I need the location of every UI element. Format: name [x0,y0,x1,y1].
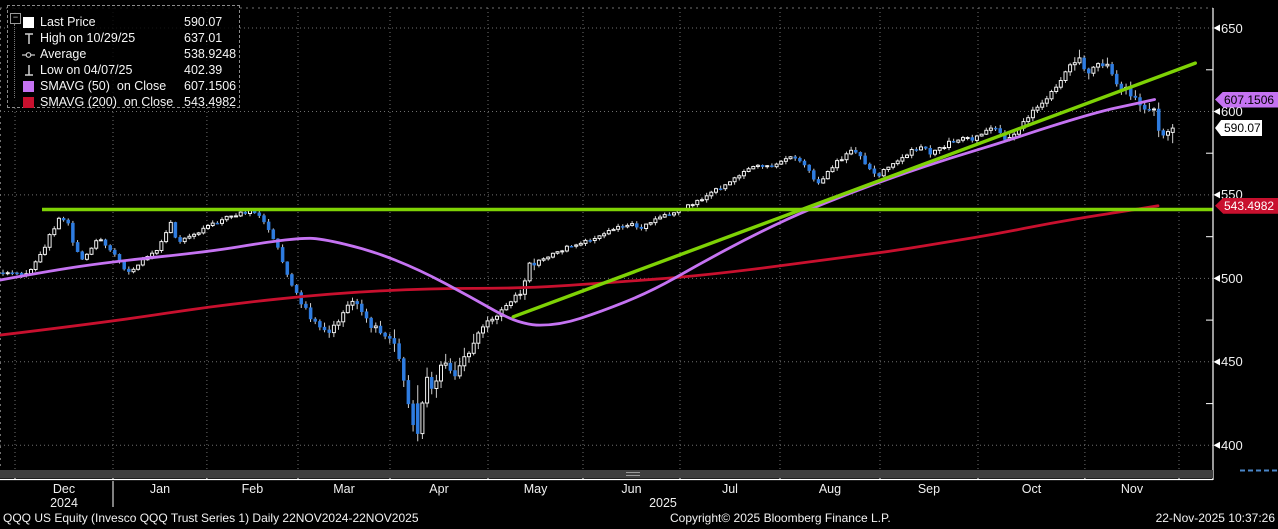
series-color-swatch [23,80,34,92]
month-label-nov: Nov [1120,482,1144,496]
sma-50-line [0,98,1156,327]
security-description: QQQ US Equity (Invesco QQQ Trust Series … [3,511,419,525]
average-marker-icon [22,51,35,58]
price-flag-543.4982: 543.4982 [1215,197,1278,214]
month-label-jul: Jul [721,482,738,496]
high-marker-icon [25,32,33,44]
month-label-mar: Mar [333,482,355,496]
diagonal-trendline [511,61,1198,319]
y-axis-label-650: 650 [1221,20,1243,36]
chart-legend[interactable]: − Last Price 590.07 High on 10/29/25 637.01… [7,5,240,110]
legend-item-value: 590.07 [184,15,223,29]
legend-item-value: 543.4982 [184,95,237,109]
month-label-feb: Feb [241,482,264,496]
legend-item-value: 637.01 [184,31,223,45]
legend-item-label: Average [40,47,87,61]
legend-item-0[interactable]: Last Price 590.07 [22,14,236,30]
legend-item-value: 538.9248 [184,47,237,61]
legend-item-label: Low on 04/07/25 [40,63,133,77]
scrollbar-track [0,470,1213,478]
legend-item-label: SMAVG (50) on Close [40,79,167,93]
candlestick-series [1,49,1175,442]
y-axis-label-450: 450 [1221,354,1243,370]
legend-item-label: Last Price [40,15,96,29]
timestamp: 22-Nov-2025 10:37:26 [1155,511,1275,525]
legend-item-2[interactable]: Average 538.9248 [22,46,236,62]
moving-average-lines [0,98,1160,337]
y-axis-label-400: 400 [1221,437,1243,453]
legend-item-value: 607.1506 [184,79,237,93]
legend-item-5[interactable]: SMAVG (200) on Close 543.4982 [22,94,236,110]
month-label-dec: Dec [52,482,76,496]
month-label-may: May [523,482,548,496]
year-label-2024: 2024 [50,496,78,510]
legend-tree-connector [14,24,15,98]
legend-item-value: 402.39 [184,63,223,77]
legend-item-4[interactable]: SMAVG (50) on Close 607.1506 [22,78,236,94]
series-color-swatch [23,16,34,28]
copyright-notice: Copyright© 2025 Bloomberg Finance L.P. [670,511,891,525]
month-label-oct: Oct [1021,482,1042,496]
chart-scrollbar[interactable] [0,469,1278,478]
price-flag-590.07: 590.07 [1215,120,1262,137]
y-axis-label-600: 600 [1221,103,1243,119]
month-label-aug: Aug [818,482,842,496]
price-flag-607.1506: 607.1506 [1215,91,1278,108]
legend-item-label: SMAVG (200) on Close [40,95,174,109]
legend-item-1[interactable]: High on 10/29/25 637.01 [22,30,236,46]
series-color-swatch [23,96,34,108]
year-label-2025: 2025 [649,496,677,510]
low-marker-icon [25,64,33,76]
legend-item-3[interactable]: Low on 04/07/25 402.39 [22,62,236,78]
legend-collapse-icon[interactable]: − [10,13,21,24]
month-label-sep: Sep [917,482,941,496]
sma-200-line [0,204,1160,337]
legend-item-label: High on 10/29/25 [40,31,136,45]
month-label-jun: Jun [621,482,642,496]
y-axis-label-500: 500 [1221,270,1243,286]
month-label-jan: Jan [149,482,171,496]
trendlines[interactable] [42,61,1214,319]
month-label-apr: Apr [429,482,449,496]
